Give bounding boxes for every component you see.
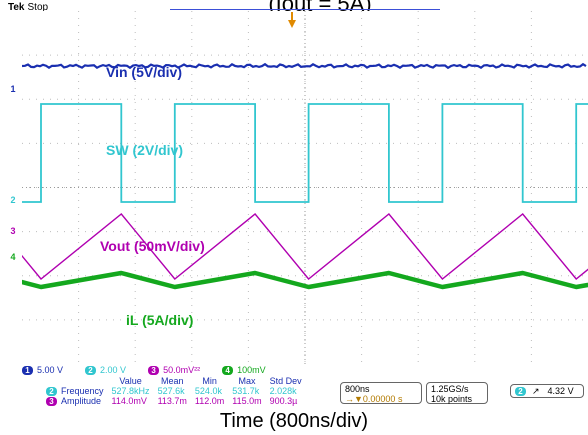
trigger-box[interactable]: 2 ↗ 4.32 V — [510, 384, 584, 398]
amplitude-label: Amplitude — [61, 396, 102, 406]
vin-trace — [22, 62, 587, 70]
readout-panel: 1 5.00 V 2 2.00 V 3 50.0mV²² 4 100mV Val… — [0, 364, 588, 406]
sample-rate: 1.25GS/s — [431, 384, 469, 394]
trigger-source-chip: 2 — [515, 386, 526, 396]
frequency-max: 531.7k — [232, 386, 260, 396]
acquisition-box[interactable]: 1.25GS/s 10k points — [426, 382, 488, 404]
ch4-scale[interactable]: 4 100mV — [222, 365, 266, 375]
horizontal-position: →▼0.00000 s — [345, 394, 403, 404]
frequency-chip: 2 — [46, 387, 57, 396]
measurement-name: 3 Amplitude — [42, 396, 108, 406]
col-header-value: Value — [119, 376, 142, 386]
sw-channel-label: SW (2V/div) — [106, 142, 184, 158]
amplitude-min: 112.0m — [194, 396, 225, 406]
measurement-name: 2 Frequency — [42, 386, 108, 396]
ch2-scale[interactable]: 2 2.00 V — [85, 365, 126, 375]
record-length: 10k points — [431, 394, 473, 404]
col-header-stddev: Std Dev — [269, 376, 302, 386]
col-header-mean: Mean — [160, 376, 184, 386]
time-per-div: 800ns — [345, 384, 370, 394]
vout-channel-label: Vout (50mV/div) — [100, 238, 205, 254]
ch3-scale-value: 50.0mV²² — [163, 365, 201, 375]
trigger-slope-icon: ↗ — [532, 386, 540, 396]
measurement-table: Value Mean Min Max Std Dev 2 Frequency 52… — [42, 376, 306, 406]
ch4-ground-marker[interactable]: 4 — [10, 252, 16, 262]
col-header-min: Min — [202, 376, 217, 386]
brand-name: Tek — [8, 2, 25, 13]
ch3-ground-marker[interactable]: 3 — [10, 226, 16, 236]
waveforms — [22, 62, 588, 290]
ch2-chip: 2 — [85, 365, 97, 375]
measurement-name-header — [42, 376, 108, 386]
graticule — [22, 11, 588, 364]
ch1-scale-value: 5.00 V — [37, 365, 64, 375]
vout-trace — [22, 213, 588, 280]
ch1-scale[interactable]: 1 5.00 V — [22, 365, 63, 375]
ch1-ground-marker[interactable]: 1 — [10, 84, 16, 94]
frequency-mean: 527.6k — [157, 386, 185, 396]
ch1-chip: 1 — [22, 365, 33, 375]
ch2-scale-value: 2.00 V — [100, 365, 127, 375]
timebase-box[interactable]: 800ns →▼0.00000 s — [340, 382, 422, 404]
title-underline — [170, 9, 440, 10]
amplitude-max: 115.0m — [232, 396, 262, 406]
frequency-label: Frequency — [61, 386, 104, 396]
x-axis-title: Time (800ns/div) — [219, 410, 369, 432]
ch3-chip: 3 — [148, 365, 160, 375]
frequency-value: 527.8kHz — [111, 386, 150, 396]
il-channel-label: iL (5A/div) — [126, 312, 194, 328]
amplitude-stddev: 900.3µ — [269, 396, 298, 406]
ch3-scale[interactable]: 3 50.0mV²² — [148, 365, 200, 375]
waveform-plot — [22, 11, 588, 364]
vin-channel-label: Vin (5V/div) — [106, 64, 182, 80]
sw-trace — [22, 103, 588, 203]
ch2-ground-marker[interactable]: 2 — [10, 195, 16, 205]
il-trace — [22, 270, 588, 290]
measurement-row-amplitude[interactable]: 3 Amplitude 114.0mV 113.7m 112.0m 115.0m … — [42, 396, 306, 406]
trigger-level: 4.32 V — [547, 386, 574, 396]
frequency-min: 524.0k — [194, 386, 222, 396]
trigger-position-marker[interactable] — [288, 12, 296, 30]
amplitude-value: 114.0mV — [111, 396, 147, 406]
channel-scale-row: 1 5.00 V 2 2.00 V 3 50.0mV²² 4 100mV — [22, 364, 288, 376]
ch4-chip: 4 — [222, 365, 234, 375]
measurement-row-frequency[interactable]: 2 Frequency 527.8kHz 527.6k 524.0k 531.7k… — [42, 386, 306, 396]
measurement-header-row: Value Mean Min Max Std Dev — [42, 376, 306, 386]
ch4-scale-value: 100mV — [237, 365, 266, 375]
amplitude-mean: 113.7m — [157, 396, 187, 406]
acquisition-state: Stop — [27, 2, 49, 13]
frequency-stddev: 2.028k — [269, 386, 297, 396]
scope-brand: Tek Stop — [8, 2, 48, 13]
waveform-canvas — [22, 11, 588, 364]
col-header-max: Max — [238, 376, 256, 386]
amplitude-chip: 3 — [46, 397, 57, 406]
